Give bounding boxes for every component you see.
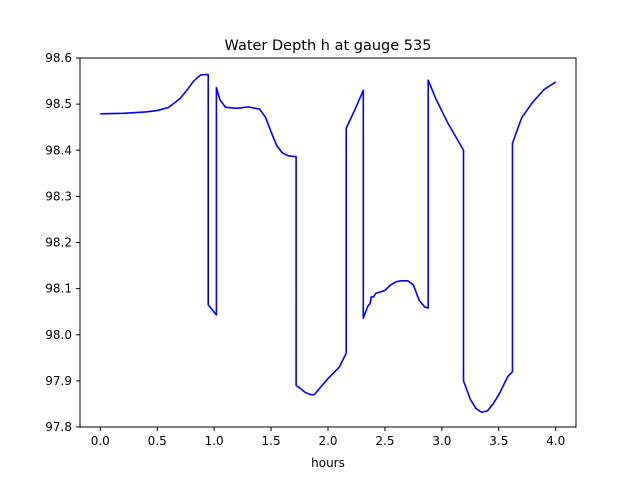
y-tick-label: 98.2 [45, 236, 72, 250]
y-tick-label: 97.9 [45, 374, 72, 388]
y-tick-label: 98.1 [45, 282, 72, 296]
x-tick-label: 2.0 [318, 434, 337, 448]
y-tick-label: 98.6 [45, 51, 72, 65]
x-tick-label: 2.5 [375, 434, 394, 448]
y-tick-label: 98.3 [45, 189, 72, 203]
chart-title: Water Depth h at gauge 535 [225, 38, 432, 54]
x-tick-label: 1.5 [262, 434, 281, 448]
plot-frame [79, 57, 577, 428]
series-line [100, 73, 557, 414]
x-tick-label: 0.0 [91, 434, 110, 448]
y-tick-label: 97.8 [45, 420, 72, 434]
y-axis: 97.8 97.9 98.0 98.1 98.2 98.3 98.4 98.5 98.6 [45, 51, 80, 434]
x-tick-label: 3.5 [489, 434, 508, 448]
x-tick-label: 1.0 [205, 434, 224, 448]
plot-area [100, 73, 557, 414]
y-tick-label: 98.5 [45, 97, 72, 111]
x-axis: 0.0 0.5 1.0 1.5 2.0 2.5 3.0 3.5 4.0 [91, 427, 565, 448]
y-tick-label: 98.4 [45, 143, 72, 157]
x-axis-label: hours [311, 456, 345, 470]
x-tick-label: 0.5 [148, 434, 167, 448]
x-tick-label: 3.0 [432, 434, 451, 448]
x-tick-label: 4.0 [546, 434, 565, 448]
y-tick-label: 98.0 [45, 328, 72, 342]
